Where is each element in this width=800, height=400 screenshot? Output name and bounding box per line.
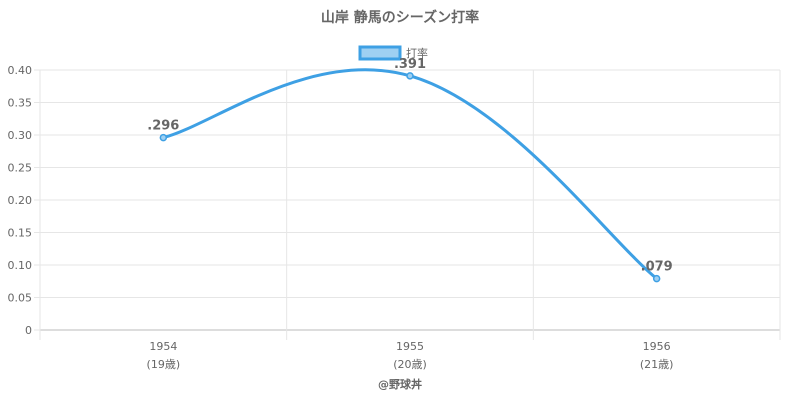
legend-label: 打率 — [406, 46, 428, 60]
y-tick-label: 0.10 — [8, 259, 33, 272]
data-point — [406, 72, 414, 80]
x-tick-label: 1956 — [643, 340, 671, 353]
x-tick-sublabel: (20歳) — [393, 358, 427, 371]
legend[interactable]: 打率 — [358, 45, 428, 61]
y-tick-label: 0.20 — [8, 194, 33, 207]
x-tick-label: 1955 — [396, 340, 424, 353]
y-tick-label: 0.35 — [8, 97, 33, 110]
data-point — [652, 274, 661, 283]
series-line — [162, 68, 658, 280]
data-point — [159, 133, 168, 142]
x-tick-sublabel: (19歳) — [147, 358, 181, 371]
series-batting-average: .296 .391 .079 — [147, 57, 673, 283]
y-tick-label: 0 — [25, 324, 32, 337]
y-axis: 0 0.05 0.10 0.15 0.20 0.25 0.30 0.35 0.40 — [8, 64, 33, 337]
y-tick-label: 0.40 — [8, 64, 33, 77]
y-tick-label: 0.30 — [8, 129, 33, 142]
credit: @野球丼 — [378, 377, 422, 391]
y-tick-label: 0.25 — [8, 162, 33, 175]
x-tick-label: 1954 — [149, 340, 177, 353]
data-label: .079 — [641, 260, 673, 275]
y-tick-label: 0.15 — [8, 227, 33, 240]
data-label: .296 — [147, 119, 179, 134]
x-tick-sublabel: (21歳) — [640, 358, 674, 371]
legend-swatch — [358, 45, 402, 61]
grid — [34, 69, 781, 340]
x-axis: 1954 (19歳) 1955 (20歳) 1956 (21歳) — [147, 340, 674, 371]
y-tick-label: 0.05 — [8, 292, 33, 305]
chart-title: 山岸 静馬のシーズン打率 — [321, 9, 479, 26]
data-label: .391 — [394, 57, 426, 72]
